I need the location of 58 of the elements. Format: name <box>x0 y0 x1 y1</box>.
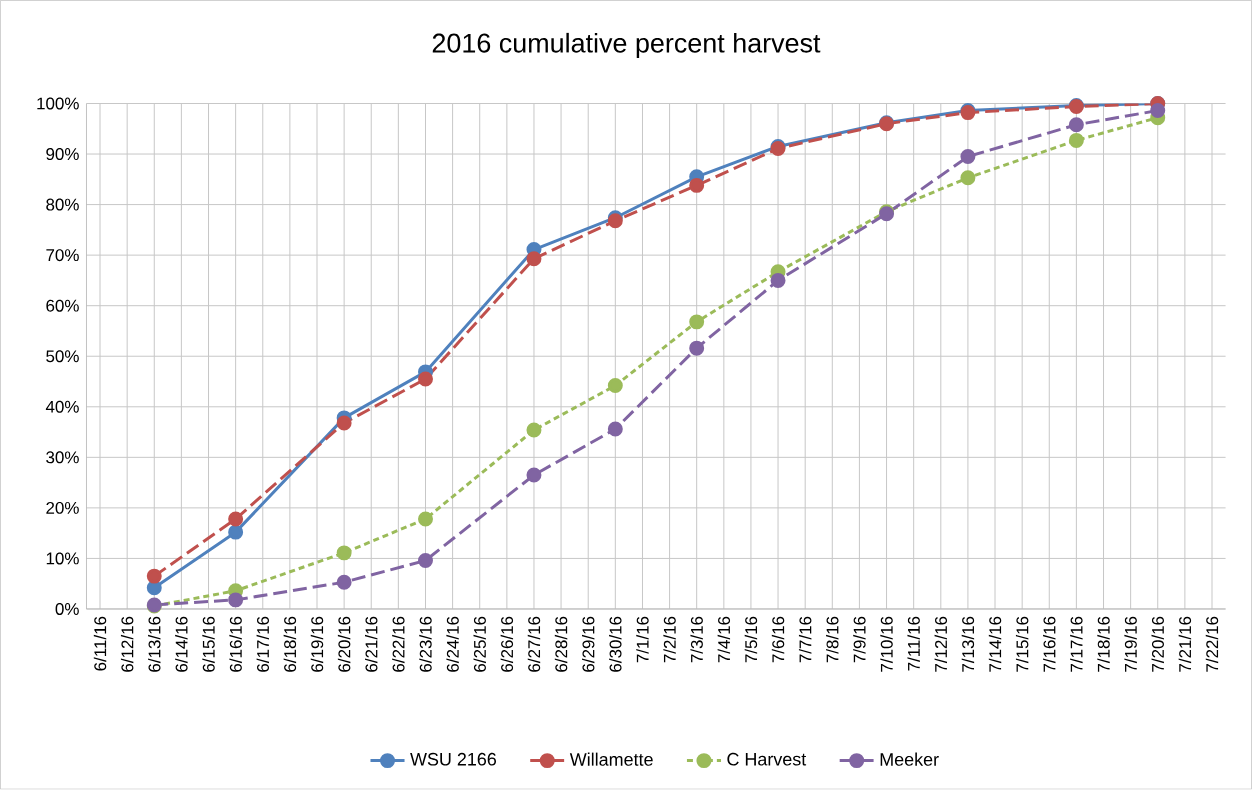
x-tick-label: 6/11/16 <box>93 616 107 671</box>
x-tick-label: 7/8/16 <box>826 616 839 663</box>
y-tick-label: 50% <box>46 350 79 363</box>
x-tick-label: 6/17/16 <box>256 616 269 672</box>
x-tick-label: 6/30/16 <box>609 616 622 672</box>
x-tick-label: 6/14/16 <box>175 616 188 672</box>
x-tick-label: 7/5/16 <box>744 616 758 663</box>
y-tick-label: 80% <box>46 198 79 211</box>
x-tick-label: 7/19/16 <box>1124 616 1137 672</box>
x-tick-label: 7/6/16 <box>771 616 785 663</box>
x-tick-label: 6/26/16 <box>500 616 514 672</box>
x-tick-label: 7/18/16 <box>1097 616 1110 672</box>
x-tick-label: 7/22/16 <box>1205 616 1219 672</box>
x-tick-label: 7/1/16 <box>636 616 649 663</box>
legend-label: Meeker <box>880 752 939 767</box>
x-tick-label: 7/4/16 <box>717 616 731 663</box>
x-tick-label: 6/23/16 <box>419 616 432 672</box>
y-tick-label: 90% <box>46 148 79 161</box>
x-tick-label: 7/3/16 <box>690 616 703 663</box>
x-tick-label: 6/20/16 <box>337 616 351 672</box>
legend-label: Willamette <box>569 752 653 767</box>
x-tick-label: 6/18/16 <box>283 616 297 672</box>
x-tick-label: 7/7/16 <box>798 616 812 663</box>
x-tick-label: 7/12/16 <box>934 616 948 672</box>
x-tick-label: 6/19/16 <box>310 616 324 672</box>
x-tick-label: 7/15/16 <box>1015 616 1029 672</box>
chart-title: 2016 cumulative percent harvest <box>432 33 821 59</box>
x-tick-label: 6/28/16 <box>554 616 568 672</box>
x-tick-label: 6/27/16 <box>527 616 541 672</box>
x-tick-label: 7/13/16 <box>961 616 975 672</box>
y-tick-label: 30% <box>46 451 79 464</box>
legend-label: WSU 2166 <box>410 753 497 766</box>
x-tick-label: 7/11/16 <box>907 616 920 671</box>
x-tick-label: 6/12/16 <box>120 616 134 672</box>
y-tick-label: 70% <box>46 249 79 262</box>
y-tick-label: 10% <box>46 552 79 565</box>
x-tick-label: 7/20/16 <box>1151 616 1164 672</box>
x-tick-label: 6/15/16 <box>202 616 215 672</box>
x-tick-label: 7/16/16 <box>1043 616 1056 672</box>
x-tick-label: 7/10/16 <box>880 616 893 672</box>
x-tick-label: 6/25/16 <box>473 616 486 672</box>
x-tick-label: 6/22/16 <box>392 616 405 672</box>
y-tick-label: 40% <box>45 401 79 413</box>
x-tick-label: 7/9/16 <box>853 616 866 663</box>
y-tick-label: 60% <box>46 299 79 312</box>
x-tick-label: 6/21/16 <box>365 616 378 672</box>
y-tick-label: 0% <box>55 603 79 616</box>
x-tick-label: 7/21/16 <box>1178 616 1192 672</box>
y-tick-label: 100% <box>37 97 79 110</box>
x-tick-label: 7/17/16 <box>1070 616 1083 672</box>
legend-label: C Harvest <box>727 753 807 766</box>
x-tick-label: 6/24/16 <box>446 616 459 672</box>
x-tick-label: 7/2/16 <box>663 616 676 663</box>
x-tick-label: 6/29/16 <box>581 616 595 672</box>
x-tick-label: 6/13/16 <box>148 616 161 672</box>
x-tick-label: 6/16/16 <box>229 616 242 672</box>
x-tick-label: 7/14/16 <box>988 616 1002 672</box>
y-tick-label: 20% <box>46 502 79 515</box>
